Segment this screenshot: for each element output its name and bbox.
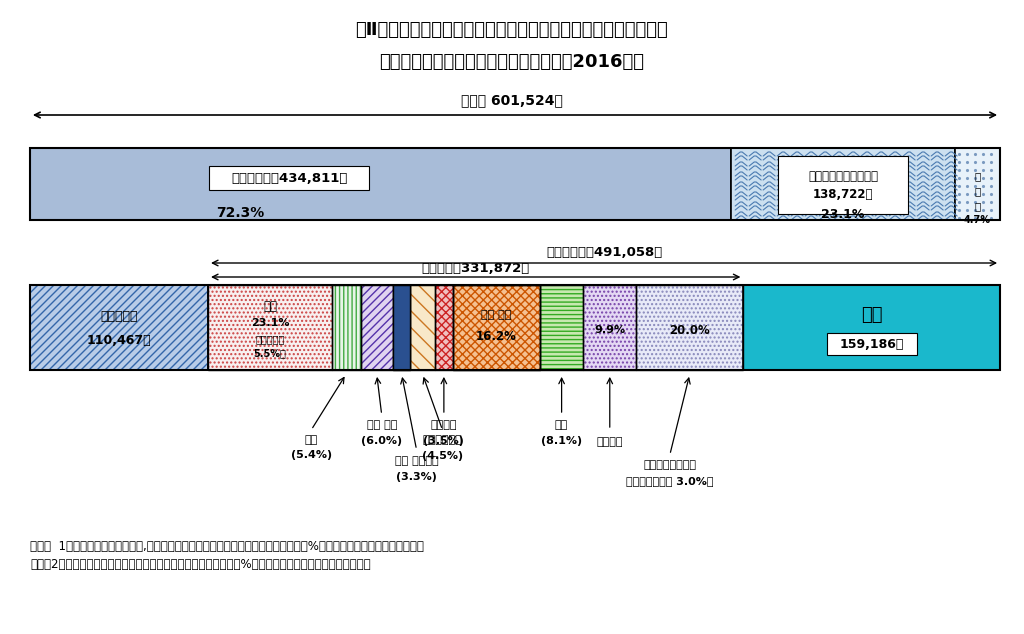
Bar [30, 148, 1000, 220]
Text: (8.1%): (8.1%) [541, 436, 583, 446]
Text: 食料: 食料 [263, 301, 276, 313]
Bar [393, 285, 411, 370]
Text: 実収入 601,524円: 実収入 601,524円 [461, 93, 563, 107]
Text: (3.5%): (3.5%) [424, 436, 464, 446]
Bar [540, 285, 584, 370]
Text: 消費支出　331,872円: 消費支出 331,872円 [422, 261, 529, 275]
Bar [208, 285, 332, 370]
Text: 光熱 水道: 光熱 水道 [367, 420, 397, 430]
Text: 72.3%: 72.3% [216, 206, 264, 220]
Text: (4.5%): (4.5%) [422, 451, 463, 461]
Text: 4.7%: 4.7% [964, 215, 991, 225]
Bar [411, 285, 434, 370]
Text: 138,722円: 138,722円 [813, 188, 873, 202]
Text: 教育: 教育 [555, 420, 568, 430]
Text: 住居: 住居 [304, 435, 317, 445]
Bar [393, 285, 411, 370]
Text: (6.0%): (6.0%) [361, 436, 402, 446]
Bar [743, 285, 1000, 370]
Text: （うち外食: （うち外食 [255, 334, 285, 344]
Text: 5.5%）: 5.5%） [254, 348, 287, 358]
Text: 家具 家事用品: 家具 家事用品 [395, 456, 438, 466]
Text: 可処分所得　491,058円: 可処分所得 491,058円 [546, 245, 663, 259]
Bar [454, 285, 540, 370]
Text: （二人以上の世帯のうち勤労者世帯）－2016年－: （二人以上の世帯のうち勤労者世帯）－2016年－ [380, 53, 644, 71]
Text: 9.9%: 9.9% [594, 325, 626, 335]
Text: その他の消費支出: その他の消費支出 [643, 460, 696, 470]
Text: 交通 通信: 交通 通信 [481, 310, 512, 320]
Bar [411, 285, 434, 370]
Text: （注）  1　図中の「世帯主収入」,「世帯主の配偶者の収入」及び「その他」の割合（%）は，実収入に占める割合である: （注） 1 図中の「世帯主収入」,「世帯主の配偶者の収入」及び「その他」の割合（… [30, 540, 424, 553]
Text: 世帯主収入　434,811円: 世帯主収入 434,811円 [231, 172, 347, 184]
Bar [954, 148, 1000, 220]
Text: （うち仕送り金 3.0%）: （うち仕送り金 3.0%） [626, 476, 714, 486]
Bar [636, 285, 743, 370]
Text: 被服及び履物: 被服及び履物 [423, 435, 463, 445]
Text: 黒字: 黒字 [861, 306, 883, 324]
Text: 110,467円: 110,467円 [87, 333, 152, 347]
Bar [454, 285, 540, 370]
Bar [454, 285, 540, 370]
Text: 16.2%: 16.2% [476, 330, 517, 344]
Bar [30, 285, 208, 370]
Bar [434, 285, 454, 370]
Text: 保健医療: 保健医療 [431, 420, 457, 430]
Text: そ: そ [974, 171, 981, 181]
Bar [778, 156, 908, 214]
Bar [540, 285, 584, 370]
Bar [332, 285, 360, 370]
Bar [454, 285, 540, 370]
Text: 159,186円: 159,186円 [840, 337, 904, 351]
Bar [208, 285, 332, 370]
Bar [393, 285, 411, 370]
Bar [30, 148, 731, 220]
Text: (3.3%): (3.3%) [396, 472, 437, 482]
Text: (5.4%): (5.4%) [291, 450, 332, 460]
Bar [30, 285, 1000, 370]
Text: 世帯主の配偶者の収入: 世帯主の配偶者の収入 [808, 169, 878, 183]
Text: 教養娯楽: 教養娯楽 [597, 437, 623, 447]
Text: 20.0%: 20.0% [670, 323, 711, 337]
Bar [360, 285, 393, 370]
Text: 2　図中の「食料」から「その他の消費支出」までの割合（%）は，消費支出に占める割合である。: 2 図中の「食料」から「その他の消費支出」までの割合（%）は，消費支出に占める割… [30, 558, 371, 571]
Text: の: の [974, 186, 981, 196]
Bar [731, 148, 954, 220]
Bar [584, 285, 636, 370]
Bar [636, 285, 743, 370]
Bar [210, 166, 370, 190]
Text: 非消費支出: 非消費支出 [100, 311, 138, 323]
Bar [30, 285, 208, 370]
Bar [584, 285, 636, 370]
Text: 他: 他 [974, 201, 981, 211]
Bar [360, 285, 393, 370]
Text: 23.1%: 23.1% [251, 318, 289, 328]
Bar [434, 285, 454, 370]
Bar [332, 285, 360, 370]
Text: 図Ⅱ－４－２　夫婦共働き世帯（有業者は夫婦のみ）の家計収支: 図Ⅱ－４－２ 夫婦共働き世帯（有業者は夫婦のみ）の家計収支 [355, 21, 669, 39]
Text: 23.1%: 23.1% [821, 207, 864, 221]
Bar [826, 333, 916, 355]
